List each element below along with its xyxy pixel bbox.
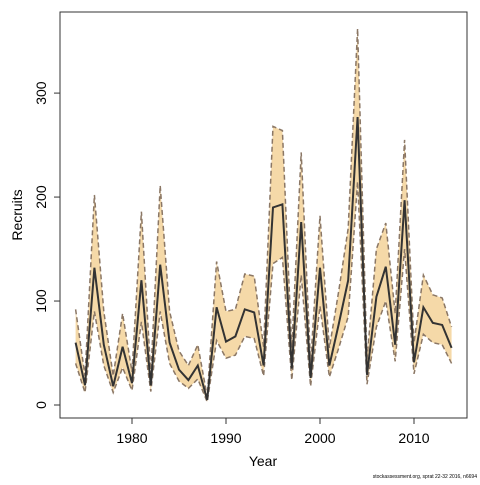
x-tick-label: 2000 bbox=[304, 430, 335, 446]
upper-bound bbox=[74, 28, 453, 397]
y-tick-label: 0 bbox=[33, 401, 49, 409]
y-axis-label: Recruits bbox=[9, 189, 25, 240]
y-tick-label: 100 bbox=[33, 289, 49, 313]
y-tick-label: 300 bbox=[33, 81, 49, 105]
x-tick-label: 1980 bbox=[116, 430, 147, 446]
lower-bound bbox=[74, 181, 453, 405]
plot-frame bbox=[59, 11, 468, 419]
line bbox=[74, 116, 453, 401]
footnote: stockassessment.org, sprat 22-32 2016, n… bbox=[373, 474, 477, 480]
x-tick-label: 1990 bbox=[210, 430, 241, 446]
x-axis-label: Year bbox=[249, 453, 278, 469]
x-tick-label: 2010 bbox=[398, 430, 429, 446]
y-tick-label: 200 bbox=[33, 185, 49, 209]
